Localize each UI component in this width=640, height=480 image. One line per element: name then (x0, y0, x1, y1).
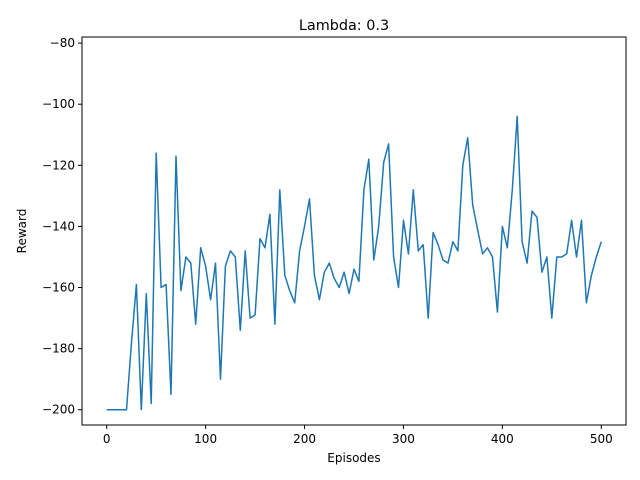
y-tick-label: −180 (42, 342, 75, 356)
axis-ticks: 0 100 200 300 400 500 −200 −180 −160 −140 −120 −100… (42, 36, 613, 446)
x-tick-label: 300 (392, 432, 415, 446)
y-tick-label: −140 (42, 219, 75, 233)
y-tick-label: −80 (50, 36, 75, 50)
y-tick-label: −200 (42, 403, 75, 417)
chart-title: Lambda: 0.3 (299, 18, 389, 34)
x-tick-label: 500 (590, 432, 613, 446)
x-axis-label: Episodes (327, 451, 380, 465)
y-tick-label: −120 (42, 158, 75, 172)
y-tick-label: −100 (42, 97, 75, 111)
axes-frame (81, 36, 627, 426)
y-axis-label: Reward (15, 209, 29, 254)
y-tick-label: −160 (42, 281, 75, 295)
x-tick-label: 100 (194, 432, 217, 446)
x-tick-label: 200 (293, 432, 316, 446)
x-tick-label: 400 (491, 432, 514, 446)
plot-area (106, 115, 603, 411)
x-tick-label: 0 (103, 432, 111, 446)
reward-series-line (106, 115, 603, 411)
